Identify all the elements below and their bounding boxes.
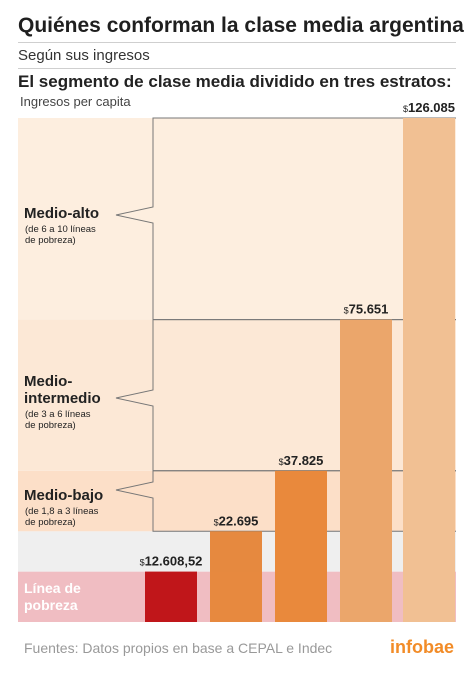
currency-symbol: $ [403, 104, 408, 114]
value-text: 12.608,52 [145, 554, 203, 569]
bar-value-label-0: $12.608,52 [140, 554, 203, 569]
bar-value-label-4: $126.085 [403, 100, 455, 115]
bar-4 [403, 118, 455, 622]
currency-symbol: $ [140, 558, 145, 568]
bar-value-label-2: $37.825 [279, 453, 324, 468]
bracket-medio-bajo [115, 470, 456, 532]
bar-value-label-3: $75.651 [344, 302, 389, 317]
bracket-layer [115, 117, 456, 532]
stratum-note-alto-1: (de 6 a 10 líneas [25, 224, 96, 235]
subtitle-divider [18, 68, 456, 69]
title-divider [18, 42, 456, 43]
label-layer: $12.608,52$22.695$37.825$75.651$126.085M… [24, 100, 455, 613]
stratum-label-intermedio-2: intermedio [24, 390, 101, 407]
currency-symbol: $ [344, 306, 349, 316]
stratum-label-intermedio-1: Medio- [24, 373, 72, 390]
stratum-note-intermedio-2: de pobreza) [25, 420, 76, 431]
bar-2-poverty-segment [275, 571, 327, 622]
stratum-note-alto-2: de pobreza) [25, 235, 76, 246]
currency-symbol: $ [279, 457, 284, 467]
stratum-note-bajo-1: (de 1,8 a 3 líneas [25, 506, 99, 517]
stratum-label-bajo: Medio-bajo [24, 487, 103, 504]
bar-0 [145, 571, 197, 622]
bar-3-poverty-segment [340, 571, 392, 622]
stratum-note-intermedio-1: (de 3 a 6 líneas [25, 409, 91, 420]
bar-value-label-1: $22.695 [214, 513, 259, 528]
page-title: Quiénes conforman la clase media argenti… [18, 14, 464, 37]
source-note: Fuentes: Datos propios en base a CEPAL e… [24, 640, 333, 656]
stratum-note-bajo-2: de pobreza) [25, 517, 76, 528]
bar-1-poverty-segment [210, 571, 262, 622]
poverty-line-label-1: Línea de [24, 580, 81, 596]
chart-heading: El segmento de clase media dividido en t… [18, 72, 452, 91]
value-text: 126.085 [408, 100, 455, 115]
subtitle: Según sus ingresos [18, 47, 150, 64]
y-axis-label: Ingresos per capita [20, 94, 131, 109]
bar-4-poverty-segment [403, 571, 455, 622]
value-text: 75.651 [349, 302, 389, 317]
value-text: 37.825 [284, 453, 324, 468]
band-4 [18, 118, 456, 320]
bar-layer [145, 118, 455, 622]
stratum-label-alto: Medio-alto [24, 205, 99, 222]
value-text: 22.695 [219, 513, 259, 528]
brand-logo: infobae [389, 637, 454, 657]
poverty-line-label-2: pobreza [24, 597, 78, 613]
currency-symbol: $ [214, 517, 219, 527]
